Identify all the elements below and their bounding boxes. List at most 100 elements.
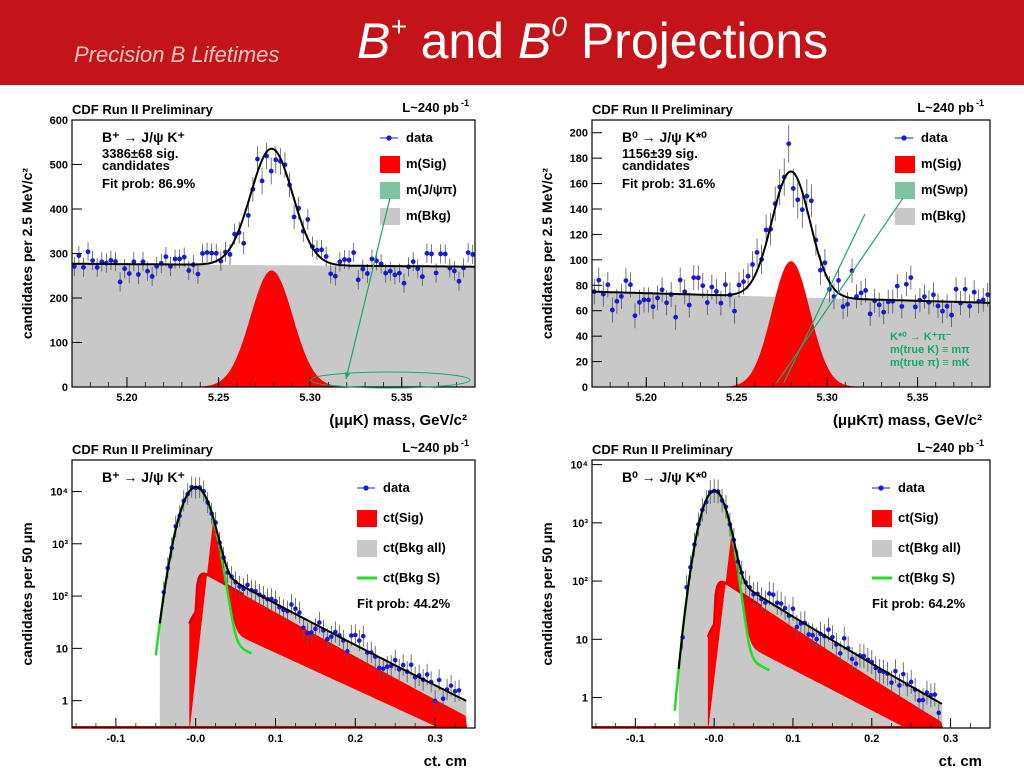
yield-label: 1156±39 sig. [622,146,698,161]
data-point [356,638,362,643]
data-point [433,270,439,276]
bplus-mass-plot: 5.20 5.25 5.30 5.35 0 100 200 300 400 500 600 (μμK)… [19,98,476,429]
data-point [380,666,386,672]
data-point [204,250,210,255]
decay-label: B⁰ → J/ψ K*⁰ [622,129,707,145]
legend-marker [901,135,907,141]
data-point [448,683,454,688]
data-point [774,600,780,606]
data-point [750,262,755,267]
data-point [745,273,751,279]
yield-label-line2: candidates [102,158,170,173]
x-tick-label: -0.0 [705,733,724,745]
data-point [876,302,882,308]
data-point [323,254,329,259]
x-tick-label: 5.25 [208,392,229,404]
data-point [841,636,847,641]
y-tick-label: 80 [576,280,588,292]
data-point [899,304,905,309]
data-point [916,698,922,703]
legend-label: ct(Sig) [383,510,423,525]
data-point [408,662,414,668]
data-point [778,601,784,606]
data-point [922,294,927,300]
data-point [436,677,442,683]
data-point [181,254,187,260]
x-tick-label: 5.20 [636,392,657,404]
data-point [799,207,805,213]
y-tick-label: 40 [576,331,588,343]
legend-label: m(Sig) [921,156,961,171]
title-bar [0,0,1024,85]
legend-label: ct(Sig) [898,510,938,525]
data-point [754,250,760,255]
preliminary-banner: CDF Run II Preliminary [72,102,214,117]
y-tick-label: 140 [570,204,588,216]
x-tick-label: 5.35 [391,392,412,404]
title-b-zero: B [517,13,552,69]
y-tick-label: 300 [50,249,68,261]
data-point [770,592,776,597]
data-point [268,168,274,174]
plot-area [154,476,467,728]
legend-label: m(J/ψπ) [406,182,457,197]
y-tick-label: 10³ [572,518,588,530]
yield-label-line2: candidates [622,158,690,173]
y-tick-label: 60 [576,306,588,318]
data-point [195,271,201,277]
legend-swatch [895,208,915,225]
fit-prob-label: Fit prob: 86.9% [102,176,196,191]
data-point [384,664,390,670]
data-point [136,272,141,277]
legend-label: data [383,480,411,495]
data-point [903,281,909,287]
y-tick-label: 10⁴ [50,486,68,498]
luminosity-label: L~240 pb [917,440,974,455]
data-point [424,672,430,677]
data-point [163,254,169,260]
data-point [806,632,812,637]
data-point [920,697,926,703]
data-point [245,582,250,588]
bzero-ct-plot: -0.1 -0.0 0.1 0.2 0.3 1 10 10² 10³ 10⁴ ct, cm candi… [539,438,991,766]
data-point [415,266,421,272]
y-axis-label: candidates per 2.5 MeV/c² [19,168,35,340]
y-tick-label: 10³ [52,539,68,551]
data-point [319,247,324,253]
data-point [209,250,215,256]
plot-area [72,142,475,387]
data-point [392,657,398,663]
data-point [273,157,279,163]
data-point [790,606,796,611]
data-point [440,696,446,702]
data-point [912,304,918,310]
x-tick-label: 5.20 [116,392,137,404]
legend-swatch [380,208,400,225]
data-point [853,661,859,666]
legend-label: ct(Bkg S) [383,570,440,585]
data-point [349,633,354,638]
plot-area [592,124,990,387]
data-point [172,256,178,262]
data-point [810,632,815,638]
slide-title: B+ and B0 Projections [357,11,828,70]
data-point [867,311,873,317]
data-point [637,299,642,305]
data-point [695,275,701,281]
data-point [145,268,150,274]
x-tick-label: 0.1 [268,733,283,745]
y-axis-label: candidates per 50 μm [539,522,555,665]
data-point [932,692,938,697]
x-axis-label: ct, cm [424,753,467,766]
data-point [790,186,796,191]
data-point [894,283,900,289]
title-b-zero-sup: 0 [551,11,567,43]
legend-swatch [357,510,377,527]
data-point [305,217,311,222]
data-point [618,293,624,299]
data-point [117,279,123,285]
data-point [108,258,114,263]
data-point [442,251,448,257]
data-point [822,260,828,266]
data-point [432,698,438,704]
